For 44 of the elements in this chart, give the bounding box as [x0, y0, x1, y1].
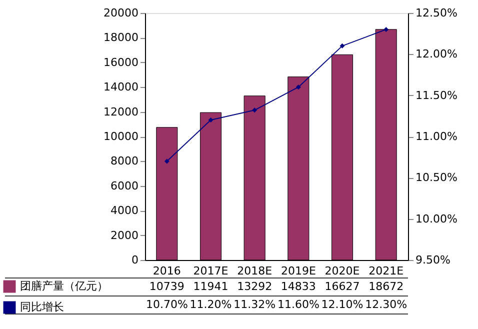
y-tick-label: 16000: [104, 56, 138, 69]
point: [340, 43, 345, 48]
data-label: 16627: [324, 280, 360, 293]
x-tick-label: 2016: [152, 264, 181, 278]
y-tick-label: 4000: [110, 204, 138, 218]
data-label: 12.10%: [321, 298, 364, 311]
point: [384, 26, 389, 32]
data-label: 10.70%: [146, 298, 188, 311]
y-tick-label: 10000: [104, 130, 138, 143]
data-label: 11.60%: [277, 298, 320, 311]
data-label: 11.32%: [234, 298, 276, 311]
y-tick-label: 2000: [110, 228, 138, 242]
legend-label: 团膳产量（亿元）: [20, 280, 108, 292]
y2-tick-label: 10.00%: [416, 212, 458, 226]
y-tick-label: 8000: [110, 154, 138, 168]
y-tick-label: 14000: [104, 80, 138, 94]
y-tick-label: 20000: [104, 6, 138, 20]
x-tick-label: 2020E: [324, 264, 360, 278]
point: [208, 118, 214, 123]
data-label: 14833: [280, 280, 316, 293]
point: [296, 84, 301, 90]
point: [164, 158, 170, 164]
legend-label: 同比增长: [20, 300, 64, 314]
data-label: 13292: [237, 280, 272, 293]
y2-tick-label: 9.50%: [416, 254, 450, 266]
x-tick-label: 2017E: [193, 264, 228, 278]
data-label: 11941: [193, 280, 228, 293]
y2-tick-label: 12.00%: [416, 48, 458, 61]
y2-tick-label: 11.50%: [416, 88, 458, 102]
point: [252, 108, 258, 113]
data-label: 10739: [149, 280, 184, 293]
y-tick-label: 18000: [104, 31, 138, 44]
x-tick-label: 2018E: [237, 264, 272, 278]
data-label: 11.20%: [190, 298, 232, 311]
y-tick-label: 12000: [104, 105, 138, 118]
y-tick-label: 6000: [110, 179, 138, 192]
y-tick-label: 0: [132, 254, 138, 266]
data-label: 12.30%: [365, 298, 408, 311]
y2-tick-label: 11.00%: [416, 130, 458, 143]
y2-tick-label: 10.50%: [416, 171, 458, 184]
x-tick-label: 2019E: [280, 264, 316, 278]
y2-tick-label: 12.50%: [416, 6, 458, 20]
x-tick-label: 2021E: [368, 264, 404, 278]
data-label: 18672: [368, 280, 404, 293]
